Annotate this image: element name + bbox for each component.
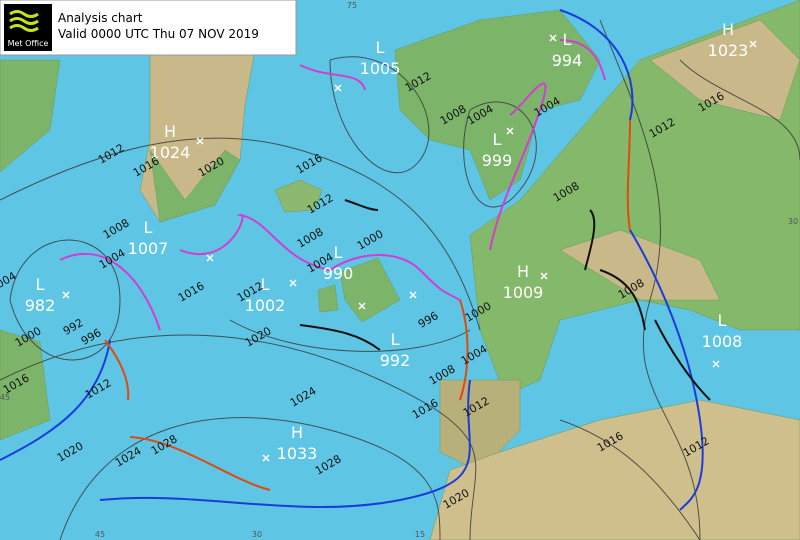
- center-marker: [549, 34, 557, 42]
- north-america: [0, 59, 61, 441]
- center-type: L: [376, 38, 385, 57]
- fronts: [0, 9, 711, 511]
- center-type: L: [391, 330, 400, 349]
- warm-front: [129, 436, 271, 491]
- cold-front: [99, 379, 471, 509]
- center-type: H: [722, 20, 734, 39]
- iberia: [439, 379, 521, 473]
- center-pressure: 994: [552, 51, 583, 70]
- center-marker: [262, 454, 270, 462]
- header-box: Met Office Analysis chart Valid 0000 UTC…: [0, 0, 297, 56]
- isobar: [0, 334, 477, 540]
- center-type: L: [261, 275, 270, 294]
- center-pressure: 982: [25, 296, 56, 315]
- center-type: L: [493, 130, 502, 149]
- scandinavia: [394, 9, 601, 201]
- center-pressure: 1007: [128, 239, 169, 258]
- center-type: H: [517, 262, 529, 281]
- center-marker: [506, 127, 514, 135]
- title: Analysis chart: [58, 11, 143, 25]
- isobar: [679, 59, 800, 161]
- isobar: [9, 239, 121, 361]
- occluded-front: [489, 82, 547, 251]
- center-pressure: 1024: [150, 143, 191, 162]
- occluded-front: [59, 252, 161, 331]
- cold-front: [629, 229, 704, 511]
- grid-label: 75: [347, 1, 357, 10]
- isobar: [559, 419, 701, 540]
- center-type: H: [164, 122, 176, 141]
- africa: [429, 399, 800, 540]
- center-marker: [62, 291, 70, 299]
- subtitle: Valid 0000 UTC Thu 07 NOV 2019: [58, 27, 259, 41]
- iceland: [274, 179, 323, 213]
- warm-front: [104, 339, 130, 401]
- center-marker: [196, 137, 204, 145]
- cold-front: [0, 339, 111, 461]
- center-type: L: [144, 218, 153, 237]
- isobar: [229, 319, 471, 352]
- center-pressure: 1033: [277, 444, 318, 463]
- greenland-coast: [149, 149, 241, 223]
- grid-label: 45: [95, 530, 105, 539]
- center-type: L: [334, 243, 343, 262]
- warm-front: [626, 119, 631, 231]
- cold-front: [559, 9, 634, 121]
- isobars: [0, 19, 800, 540]
- trough: [299, 199, 711, 401]
- center-pressure: 1009: [503, 283, 544, 302]
- britain: [339, 257, 401, 323]
- center-type: H: [291, 423, 303, 442]
- occluded-front: [179, 213, 461, 301]
- isobar: [463, 101, 537, 208]
- center-marker: [334, 84, 342, 92]
- center-pressure: 999: [482, 151, 513, 170]
- logo-text: Met Office: [8, 39, 49, 48]
- ireland: [317, 284, 339, 313]
- center-type: L: [718, 311, 727, 330]
- center-pressure: 1023: [708, 41, 749, 60]
- center-marker: [409, 291, 417, 299]
- grid-label: 30: [788, 217, 798, 226]
- center-pressure: 990: [323, 264, 354, 283]
- isobar: [0, 137, 481, 331]
- isobar: [599, 19, 701, 540]
- center-marker: [358, 302, 366, 310]
- occluded-front: [299, 64, 366, 91]
- center-marker: [289, 279, 297, 287]
- center-marker: [540, 272, 548, 280]
- uplands: [559, 19, 800, 301]
- center-type: L: [36, 275, 45, 294]
- center-type: L: [563, 30, 572, 49]
- occluded-front: [559, 39, 606, 81]
- center-marker: [749, 40, 757, 48]
- logo-waves: [9, 10, 39, 32]
- center-pressure: 1008: [702, 332, 743, 351]
- center-pressure: 1005: [360, 59, 401, 78]
- isobar: [329, 56, 430, 174]
- center-marker: [206, 254, 214, 262]
- grid-label: 30: [252, 530, 262, 539]
- center-pressure: 992: [380, 351, 411, 370]
- grid-label: 15: [415, 530, 425, 539]
- center-pressure: 1002: [245, 296, 286, 315]
- grid-label: 45: [0, 393, 10, 402]
- center-marker: [712, 360, 720, 368]
- isobar: [59, 417, 441, 540]
- warm-front: [459, 299, 469, 401]
